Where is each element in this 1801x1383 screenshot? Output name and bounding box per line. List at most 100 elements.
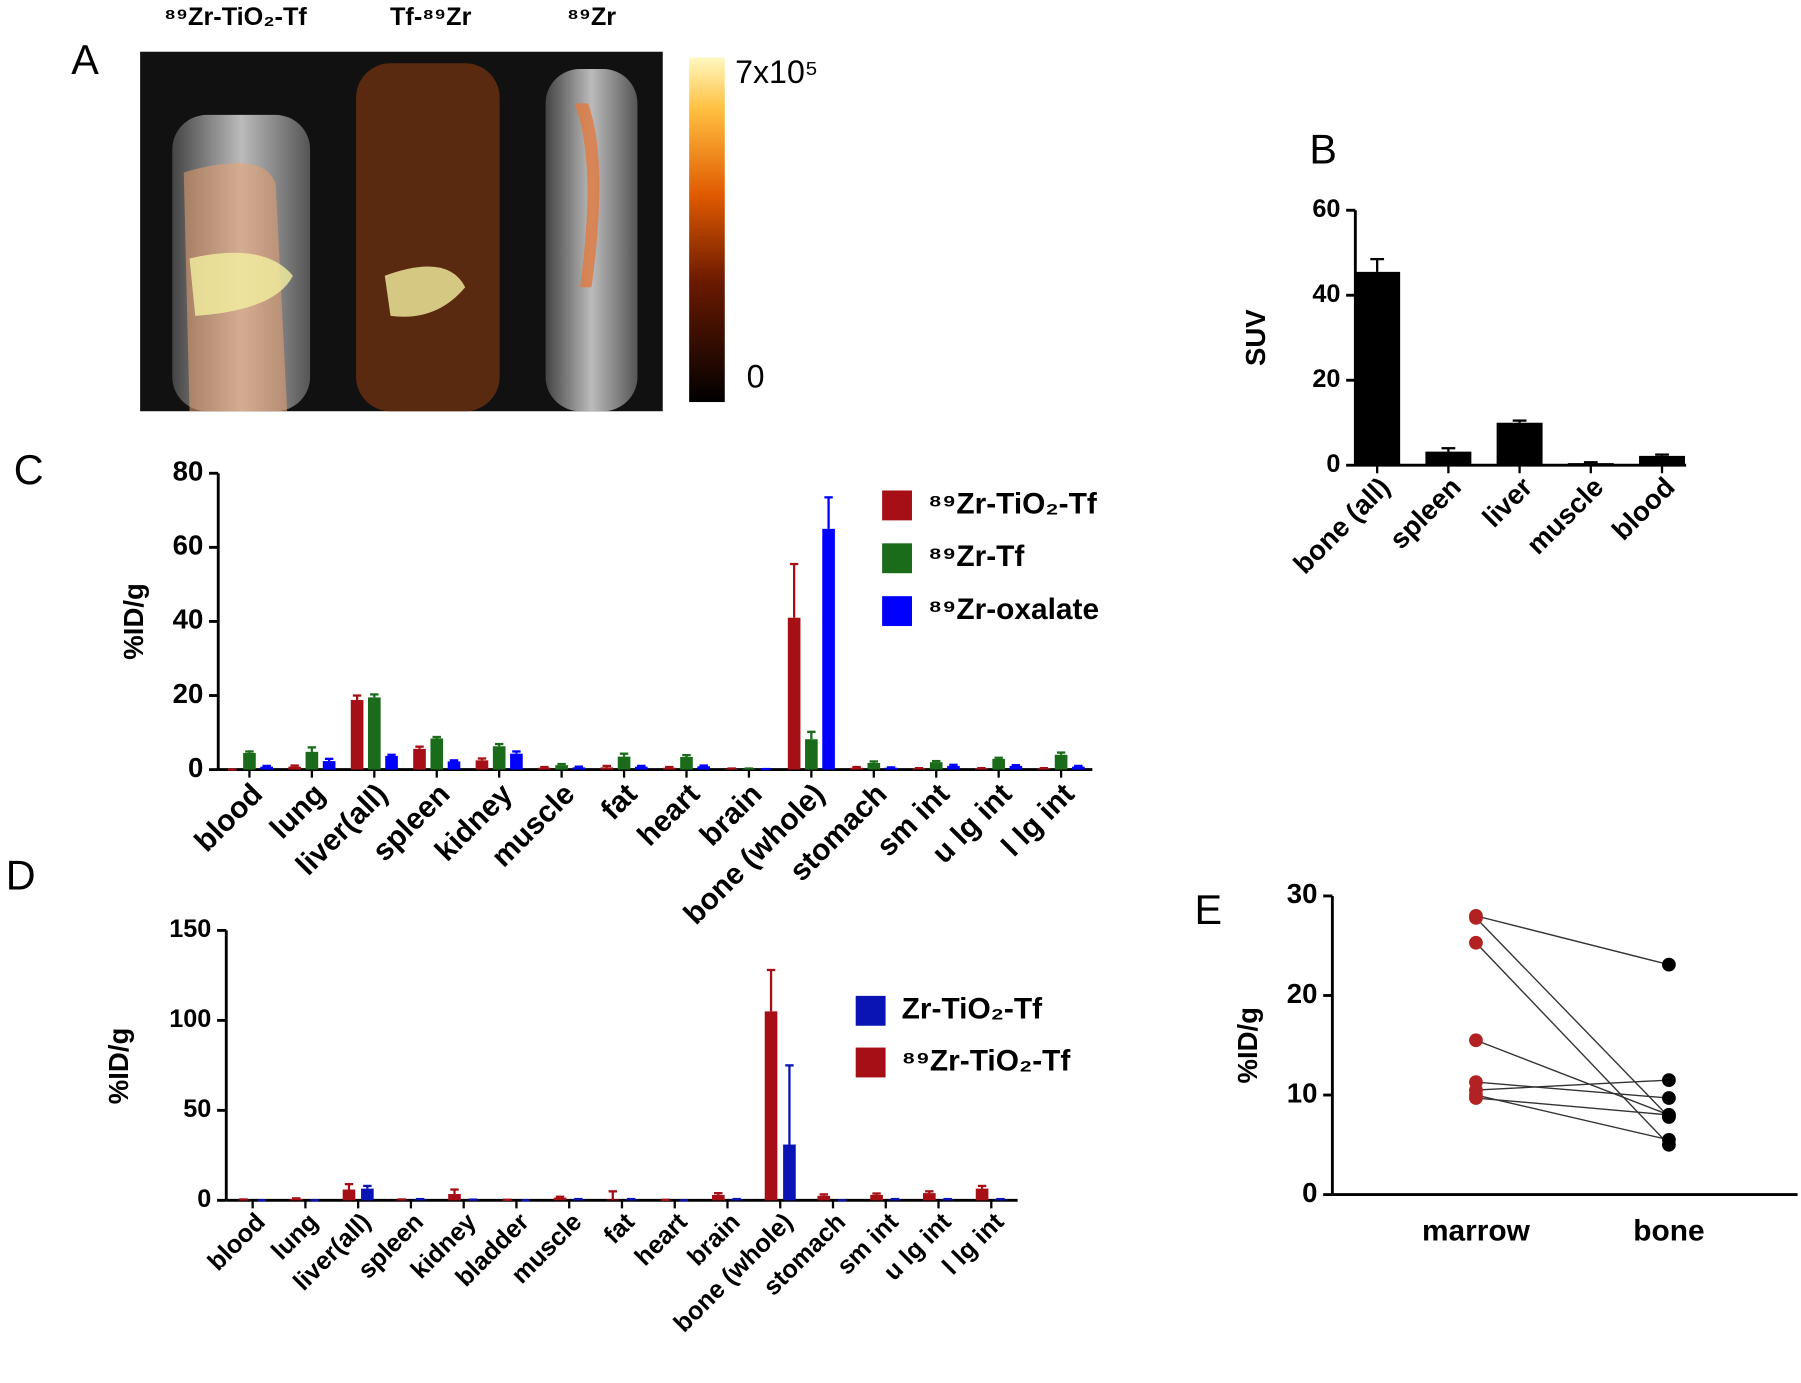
bar bbox=[305, 751, 319, 770]
bar bbox=[368, 697, 381, 770]
error-bar bbox=[1583, 461, 1598, 464]
error-bar bbox=[432, 735, 441, 739]
bar bbox=[1072, 766, 1085, 770]
error-bar bbox=[665, 765, 674, 769]
error-bar bbox=[869, 760, 879, 763]
bar bbox=[361, 1188, 374, 1201]
y-tick-label: 0 bbox=[1302, 1177, 1317, 1208]
error-bar bbox=[789, 562, 799, 618]
bar bbox=[385, 755, 398, 770]
error-bar bbox=[449, 759, 459, 762]
pair-line bbox=[1475, 1039, 1670, 1116]
y-tick-label: 20 bbox=[1312, 365, 1340, 393]
bar bbox=[1496, 422, 1543, 466]
x-tick-label: bone bbox=[1633, 1214, 1704, 1247]
point bbox=[1662, 1132, 1676, 1147]
error-bar bbox=[324, 757, 334, 762]
error-bar bbox=[555, 1195, 565, 1198]
bar bbox=[600, 767, 614, 770]
x-tick-label: fat bbox=[595, 777, 644, 826]
error-bar bbox=[852, 765, 861, 769]
bar bbox=[929, 762, 943, 770]
error-bar bbox=[1011, 764, 1021, 767]
error-bar bbox=[574, 765, 584, 768]
error-bar bbox=[1370, 257, 1385, 272]
colorbar-label: 0 bbox=[747, 359, 765, 395]
error-bar bbox=[292, 1197, 301, 1200]
point bbox=[1469, 1091, 1483, 1105]
error-bar bbox=[619, 752, 629, 757]
error-bar bbox=[245, 750, 254, 753]
y-tick-label: 0 bbox=[188, 752, 203, 783]
panel-letter: B bbox=[1309, 127, 1337, 173]
y-tick-label: 60 bbox=[1312, 195, 1340, 223]
x-tick-label: l lg int bbox=[937, 1207, 1010, 1280]
pet-overlay bbox=[384, 266, 466, 317]
error-bar bbox=[682, 754, 691, 758]
bar bbox=[1425, 451, 1472, 466]
bar bbox=[430, 738, 444, 770]
y-tick-label: 150 bbox=[169, 915, 211, 943]
x-tick-label: marrow bbox=[1422, 1214, 1531, 1247]
error-bar bbox=[872, 1192, 881, 1195]
point bbox=[1662, 1091, 1676, 1105]
y-tick-label: 80 bbox=[173, 456, 204, 487]
legend-swatch bbox=[882, 490, 912, 521]
bar bbox=[322, 761, 336, 770]
error-bar bbox=[994, 756, 1003, 759]
bar bbox=[350, 699, 364, 770]
x-tick-label: heart bbox=[631, 777, 706, 852]
bar bbox=[787, 617, 801, 770]
error-bar bbox=[363, 1184, 372, 1189]
error-bar bbox=[477, 757, 487, 761]
bar bbox=[1639, 455, 1685, 466]
bar bbox=[510, 753, 523, 770]
bar bbox=[288, 766, 301, 770]
error-bar bbox=[637, 764, 646, 768]
bar bbox=[947, 765, 960, 770]
bar bbox=[606, 1199, 620, 1201]
bar bbox=[447, 761, 461, 770]
point bbox=[1662, 1073, 1676, 1088]
y-tick-label: 60 bbox=[173, 530, 204, 561]
error-bar bbox=[766, 968, 776, 1012]
bar bbox=[553, 1197, 567, 1201]
bar bbox=[662, 767, 676, 770]
legend-label: ⁸⁹Zr-oxalate bbox=[928, 593, 1099, 626]
image-panel: A ⁸⁹Zr-TiO₂-Tf Tf-⁸⁹Zr ⁸⁹Zr 7x10⁵ 0 bbox=[71, 3, 818, 412]
error-bar bbox=[450, 1188, 459, 1195]
x-tick-label: muscle bbox=[1520, 471, 1609, 560]
legend-swatch bbox=[882, 596, 912, 627]
point bbox=[1469, 1033, 1483, 1048]
bar bbox=[783, 1144, 796, 1201]
error-bar bbox=[824, 496, 833, 529]
y-tick-label: 10 bbox=[1287, 1077, 1318, 1108]
pair-line bbox=[1475, 1079, 1669, 1091]
y-tick-label: 0 bbox=[197, 1185, 211, 1213]
error-bar bbox=[925, 1190, 934, 1194]
bar bbox=[867, 762, 881, 770]
bar bbox=[680, 757, 693, 770]
error-bar bbox=[494, 742, 504, 747]
x-tick-label: blood bbox=[1606, 471, 1681, 546]
bar bbox=[805, 739, 818, 770]
y-axis-label: %ID/g bbox=[1232, 1007, 1263, 1084]
colorbar bbox=[689, 57, 725, 403]
bar bbox=[1567, 463, 1614, 466]
pair-line bbox=[1475, 915, 1670, 966]
error-bar bbox=[949, 763, 958, 766]
x-tick-label: blood bbox=[188, 777, 269, 858]
error-bar bbox=[344, 1182, 354, 1190]
pair-line bbox=[1475, 1094, 1670, 1141]
bar bbox=[634, 766, 648, 770]
error-bar bbox=[1056, 751, 1066, 755]
pair-line bbox=[1475, 942, 1670, 1146]
error-bar bbox=[352, 694, 362, 700]
point bbox=[1469, 935, 1483, 950]
bar bbox=[572, 767, 586, 770]
y-tick-label: 50 bbox=[183, 1095, 211, 1123]
bar bbox=[617, 756, 631, 770]
bar bbox=[822, 528, 835, 770]
point bbox=[1469, 910, 1483, 925]
